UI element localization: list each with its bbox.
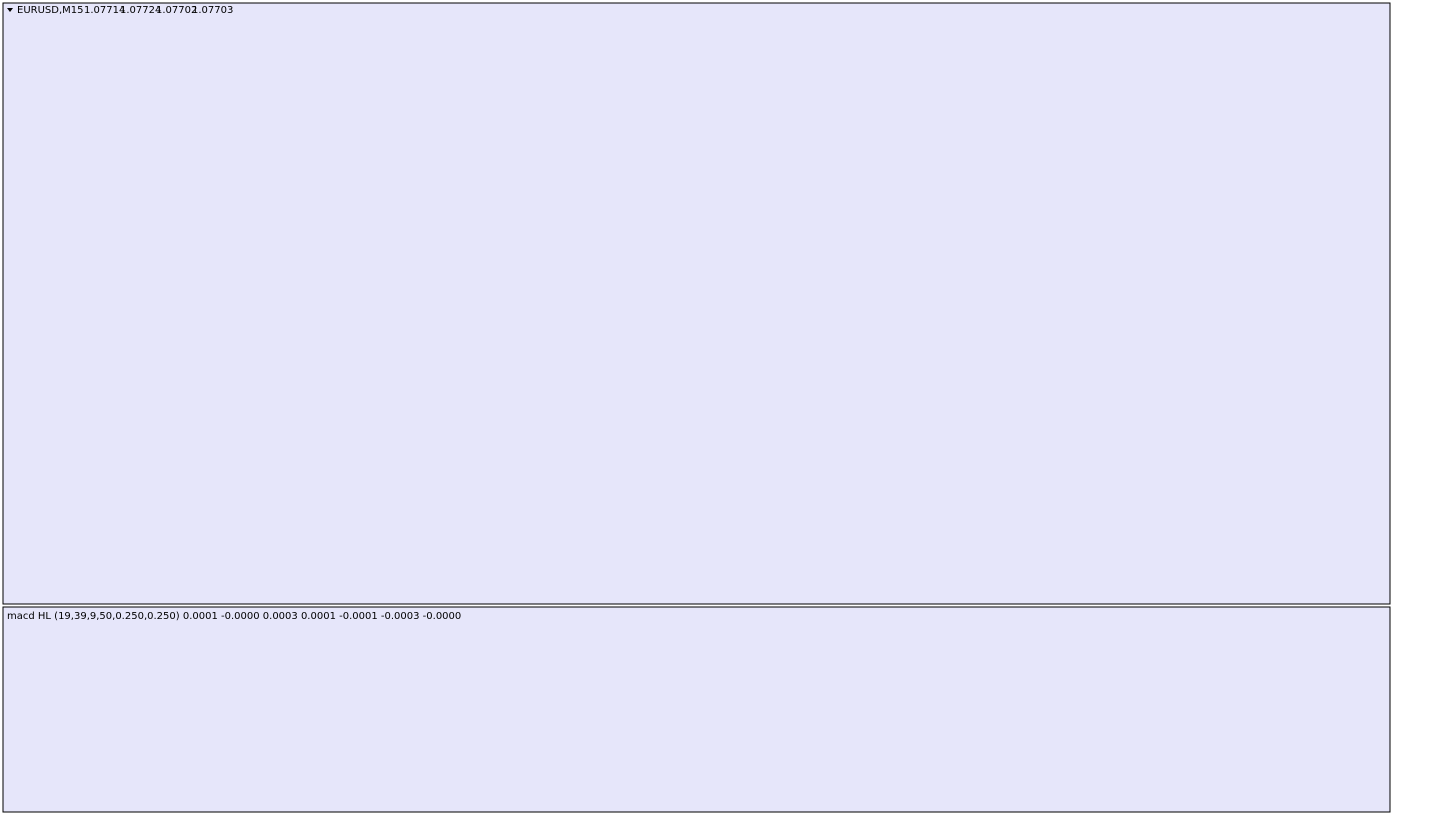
- header-open: 1.07714: [84, 5, 125, 16]
- symbol-title: EURUSD,M15: [17, 5, 83, 16]
- header-high: 1.07724: [120, 5, 161, 16]
- indicator-title: macd HL (19,39,9,50,0.250,0.250) 0.0001 …: [7, 611, 461, 622]
- header-close: 1.07703: [192, 5, 233, 16]
- symbol-menu-arrow[interactable]: [7, 8, 13, 12]
- header-low: 1.07702: [156, 5, 197, 16]
- label-layer: EURUSD,M15 1.07714 1.07724 1.07702 1.077…: [7, 5, 461, 622]
- indicator-panel: [2, 606, 1391, 813]
- price-panel: [2, 2, 1391, 605]
